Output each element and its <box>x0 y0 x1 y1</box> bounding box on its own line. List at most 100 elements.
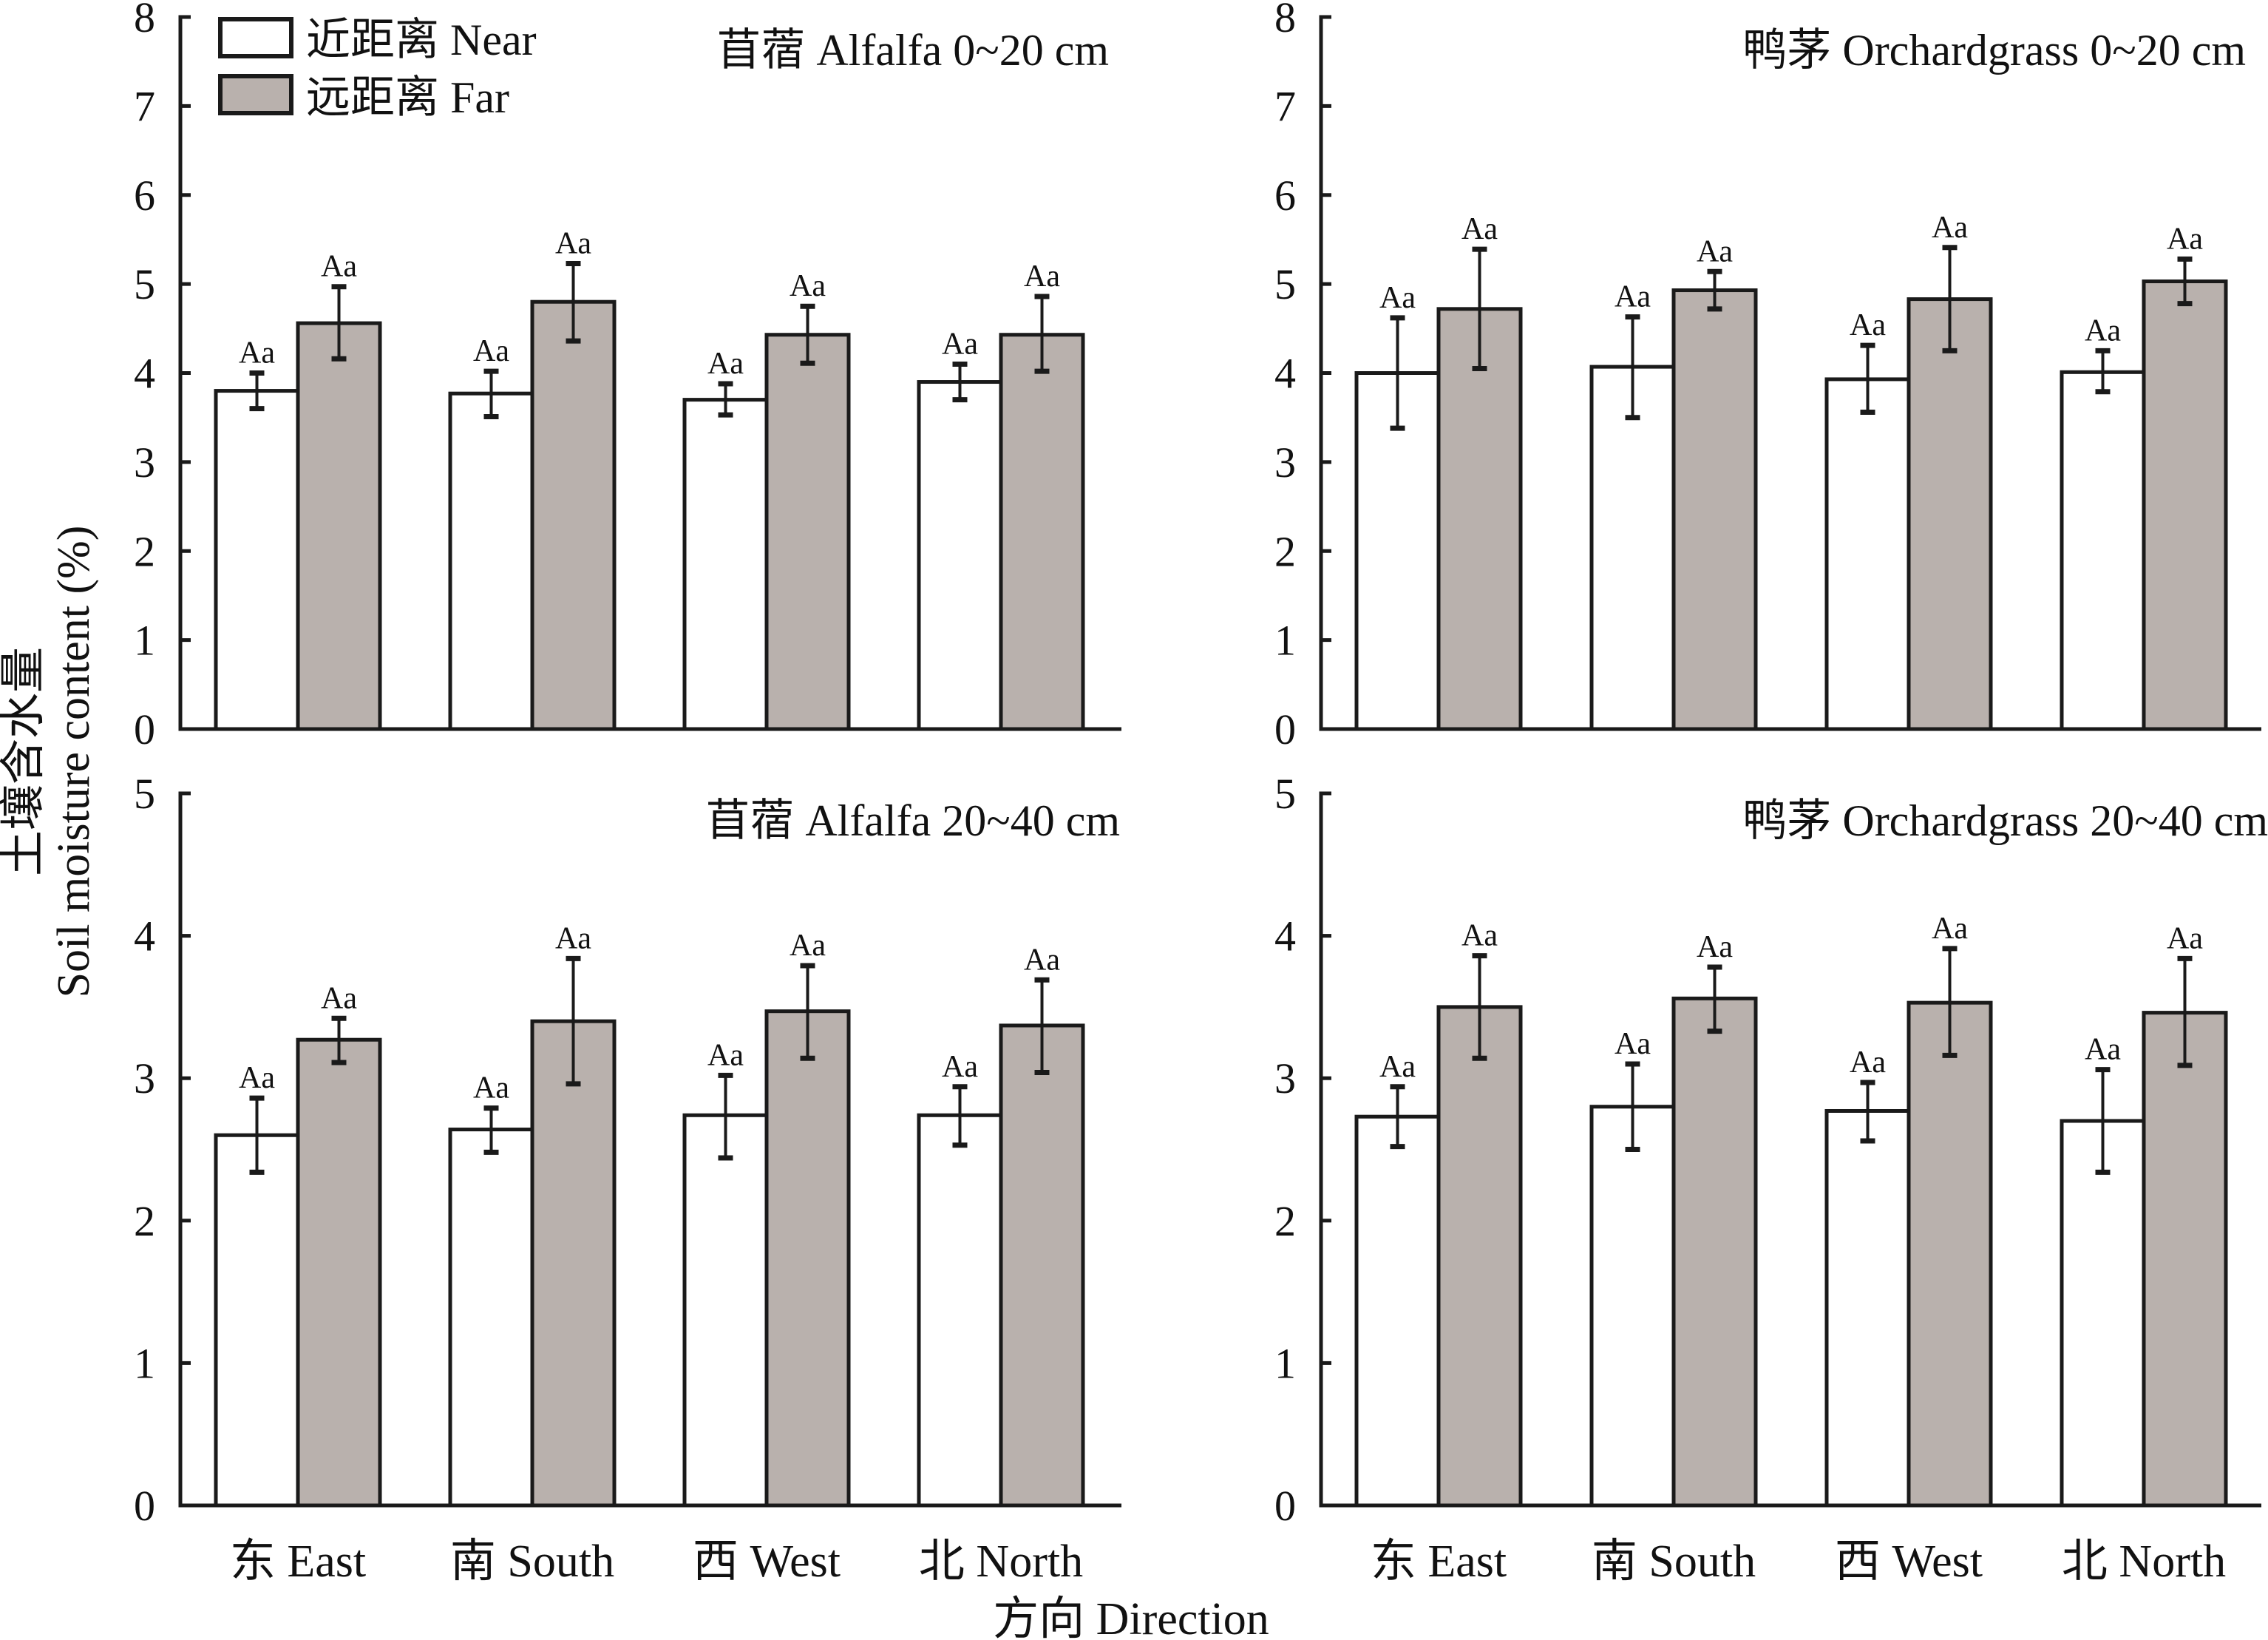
bar-near <box>682 398 769 731</box>
y-tick-label: 2 <box>134 527 155 575</box>
y-tick-label: 2 <box>1274 527 1296 575</box>
bar-far <box>530 299 617 731</box>
significance-label: Aa <box>1461 212 1498 246</box>
significance-label: Aa <box>473 334 509 368</box>
bar-far <box>999 333 1085 731</box>
y-axis-title: 土壤含水量 Soil moisture content (%) <box>0 526 99 998</box>
panel-orchardgrass-0-20: Aa Aa Aa Aa Aa Aa Aa Aa 0 1 2 3 4 5 6 7 8 鸭茅 Orchardgrass… <box>1274 0 2261 753</box>
panel-title: 苜蓿 Alfalfa 20~40 cm <box>705 796 1120 845</box>
bar-near <box>1824 377 1911 731</box>
bar-near <box>1589 1105 1676 1508</box>
significance-label: Aa <box>321 250 357 284</box>
panel-title: 苜蓿 Alfalfa 0~20 cm <box>716 26 1109 75</box>
panel-title: 鸭茅 Orchardgrass 20~40 cm <box>1742 796 2268 845</box>
significance-label: Aa <box>707 1038 744 1072</box>
bar-near <box>682 1113 769 1508</box>
significance-label: Aa <box>321 981 357 1015</box>
significance-label: Aa <box>473 1071 509 1105</box>
y-tick-label: 1 <box>1274 1339 1296 1387</box>
significance-label: Aa <box>1850 308 1886 342</box>
y-tick-label: 0 <box>1274 1482 1296 1530</box>
y-tick-label: 3 <box>1274 438 1296 487</box>
panel-alfalfa-0-20: Aa Aa Aa Aa Aa Aa Aa Aa 0 1 2 3 4 5 6 7 8 苜蓿 Alfalfa 0~20… <box>134 0 1121 753</box>
significance-label: Aa <box>1379 281 1416 315</box>
y-tick-label: 6 <box>134 172 155 220</box>
bar-far <box>1671 288 1758 731</box>
y-tick-label: 7 <box>134 82 155 130</box>
y-tick-label: 5 <box>134 260 155 308</box>
significance-label: Aa <box>2167 921 2203 955</box>
legend-swatch-near <box>218 17 293 58</box>
y-tick-label: 0 <box>1274 705 1296 753</box>
bar-far <box>296 1037 382 1508</box>
significance-label: Aa <box>555 226 591 260</box>
bar-far <box>764 1009 851 1508</box>
bar-far <box>999 1023 1085 1508</box>
significance-label: Aa <box>790 929 826 963</box>
y-tick-label: 5 <box>1274 260 1296 308</box>
significance-label: Aa <box>942 1050 978 1084</box>
significance-label: Aa <box>1615 280 1651 314</box>
bar-near <box>2060 370 2146 731</box>
y-tick-label: 4 <box>134 350 155 398</box>
y-tick-label: 4 <box>1274 912 1296 960</box>
x-tick-label: 南 South <box>450 1536 614 1587</box>
legend-label-far: 远距离 Far <box>306 73 509 122</box>
significance-label: Aa <box>239 336 275 370</box>
significance-label: Aa <box>1024 943 1060 977</box>
x-tick-label: 东 East <box>230 1536 366 1587</box>
bar-far <box>296 321 382 731</box>
significance-label: Aa <box>707 347 744 381</box>
significance-label: Aa <box>1697 930 1733 964</box>
y-tick-label: 1 <box>134 1339 155 1387</box>
significance-label: Aa <box>555 921 591 955</box>
y-tick-label: 6 <box>1274 172 1296 220</box>
significance-label: Aa <box>1850 1046 1886 1080</box>
panel-title: 鸭茅 Orchardgrass 0~20 cm <box>1742 26 2246 75</box>
y-tick-label: 2 <box>1274 1197 1296 1245</box>
significance-label: Aa <box>1615 1027 1651 1061</box>
bar-near <box>1824 1108 1911 1508</box>
significance-label: Aa <box>2167 222 2203 256</box>
y-axis-title-en: Soil moisture content (%) <box>49 526 99 998</box>
y-tick-label: 0 <box>134 705 155 753</box>
x-tick-label: 北 North <box>919 1536 1083 1587</box>
x-tick-label: 西 West <box>1835 1536 1983 1587</box>
y-tick-label: 8 <box>1274 0 1296 41</box>
legend: 近距离 Near 远距离 Far <box>218 16 537 122</box>
bar-far <box>764 333 851 731</box>
bar-far <box>530 1019 617 1508</box>
bar-far <box>1907 1000 1993 1508</box>
bar-near <box>917 1113 1003 1508</box>
significance-label: Aa <box>1461 919 1498 953</box>
x-tick-label: 南 South <box>1592 1536 1756 1587</box>
bar-near <box>448 391 534 731</box>
significance-label: Aa <box>2085 314 2121 348</box>
significance-label: Aa <box>1932 211 1968 245</box>
significance-label: Aa <box>239 1061 275 1095</box>
x-axis-title: 方向 Direction <box>993 1594 1269 1640</box>
bar-near <box>917 380 1003 731</box>
significance-label: Aa <box>1697 234 1733 268</box>
y-tick-label: 5 <box>134 770 155 818</box>
bar-far <box>1671 996 1758 1508</box>
bar-near <box>1354 1114 1441 1508</box>
y-tick-label: 7 <box>1274 82 1296 130</box>
bar-far <box>1436 307 1523 731</box>
significance-label: Aa <box>1024 260 1060 294</box>
panel-orchardgrass-20-40: Aa Aa Aa Aa Aa Aa Aa Aa 0 1 2 3 4 5 鸭茅 Orchardgrass 20… <box>1274 770 2268 1587</box>
bar-far <box>1907 297 1993 731</box>
bar-near <box>214 389 300 731</box>
y-tick-label: 3 <box>134 1054 155 1102</box>
x-tick-label: 北 North <box>2062 1536 2226 1587</box>
significance-label: Aa <box>2085 1033 2121 1067</box>
significance-label: Aa <box>942 327 978 361</box>
y-tick-label: 3 <box>1274 1054 1296 1102</box>
legend-label-near: 近距离 Near <box>306 16 537 64</box>
y-tick-label: 5 <box>1274 770 1296 818</box>
legend-swatch-far <box>218 74 293 115</box>
y-tick-label: 8 <box>134 0 155 41</box>
significance-label: Aa <box>1932 912 1968 946</box>
bar-near <box>448 1128 534 1508</box>
significance-label: Aa <box>790 269 826 303</box>
